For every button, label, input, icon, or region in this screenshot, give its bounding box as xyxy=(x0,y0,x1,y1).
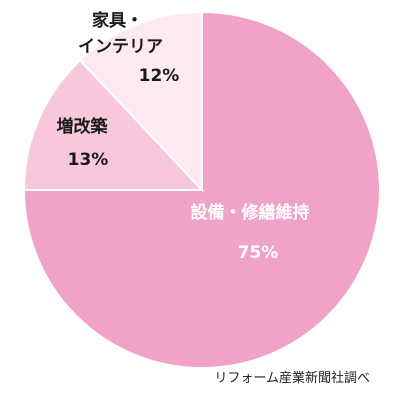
label-slice-2-value: 12% xyxy=(139,66,180,86)
label-slice-1-name: 増改築 xyxy=(57,116,109,137)
label-slice-0-name: 設備・修繕維持 xyxy=(191,202,310,223)
source-note: リフォーム産業新聞社調べ xyxy=(214,371,370,386)
label-slice-2-name-line1: 家具・ xyxy=(92,10,143,31)
pie-slice-2 xyxy=(78,10,203,193)
label-slice-0-value: 75% xyxy=(238,243,279,263)
label-slice-2-name-line2: インテリア xyxy=(78,37,163,57)
label-slice-1-value: 13% xyxy=(68,150,109,170)
pie-slice-1 xyxy=(22,58,205,191)
pie-slice-0 xyxy=(22,10,381,369)
